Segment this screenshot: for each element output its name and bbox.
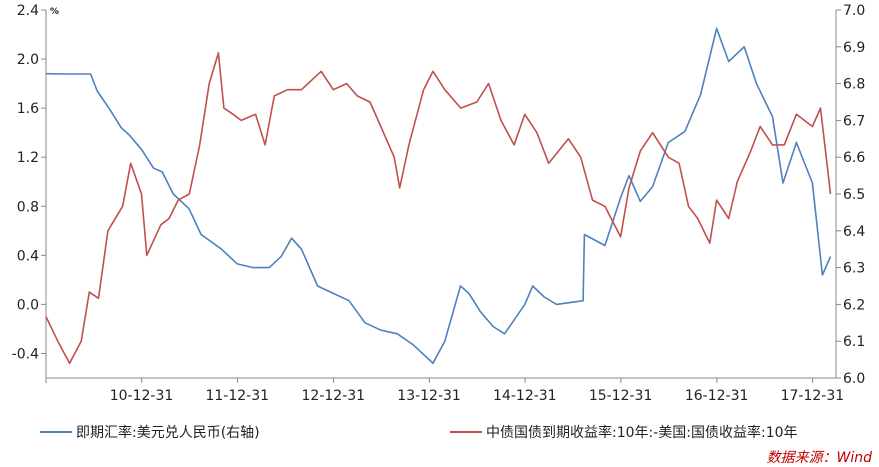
- y-left-ticks: 2.4 2.0 1.6 1.2 0.8 0.4 0.0 -0.4: [12, 3, 46, 362]
- y-left-tick-label: 2.4: [17, 3, 39, 19]
- y-right-tick-label: 6.3: [843, 261, 865, 277]
- x-tick-label: 13-12-31: [397, 388, 461, 404]
- y-right-tick-label: 6.7: [843, 113, 865, 129]
- series-line-yield-spread: [45, 52, 832, 365]
- y-right-tick-label: 6.0: [843, 371, 865, 387]
- y-right-tick-label: 7.0: [843, 3, 865, 19]
- legend-red: 中债国债到期收益率:10年:-美国:国债收益率:10年: [450, 424, 798, 441]
- x-tick-label: 12-12-31: [302, 388, 366, 404]
- y-right-ticks: 7.0 6.9 6.8 6.7 6.6 6.5 6.4 6.3 6.2 6.1 6.0: [836, 3, 865, 387]
- y-left-unit: %: [50, 7, 59, 17]
- y-right-tick-label: 6.9: [843, 40, 865, 56]
- y-right-tick-label: 6.6: [843, 150, 865, 166]
- y-right-tick-label: 6.2: [843, 297, 865, 313]
- y-right-tick-label: 6.4: [843, 224, 865, 240]
- x-tick-label: 11-12-31: [205, 388, 269, 404]
- x-tick-label: 16-12-31: [685, 388, 749, 404]
- series-layer: [45, 27, 832, 365]
- legend-blue: 即期汇率:美元兑人民币(右轴): [40, 424, 260, 441]
- y-left-tick-label: 2.0: [17, 52, 39, 68]
- y-right-tick-label: 6.1: [843, 334, 865, 350]
- x-tick-label: 17-12-31: [781, 388, 845, 404]
- legend-red-label: 中债国债到期收益率:10年:-美国:国债收益率:10年: [486, 424, 798, 441]
- y-left-tick-label: 0.8: [17, 199, 39, 215]
- x-tick-label: 15-12-31: [589, 388, 653, 404]
- x-tick-label: 14-12-31: [493, 388, 557, 404]
- y-right-tick-label: 6.8: [843, 77, 865, 93]
- y-right-tick-label: 6.5: [843, 187, 865, 203]
- y-left-tick-label: -0.4: [12, 346, 39, 362]
- series-line-usdcny: [45, 27, 832, 365]
- y-left-tick-label: 0.4: [17, 248, 39, 264]
- x-ticks: 10-12-31 11-12-31 12-12-31 13-12-31 14-12-31…: [45, 378, 845, 404]
- legend-blue-label: 即期汇率:美元兑人民币(右轴): [76, 424, 260, 441]
- y-left-tick-label: 1.6: [17, 101, 39, 117]
- y-left-tick-label: 0.0: [17, 297, 39, 313]
- x-tick-label: 10-12-31: [110, 388, 174, 404]
- source-label: 数据来源：Wind: [767, 450, 873, 466]
- y-left-tick-label: 1.2: [17, 150, 39, 166]
